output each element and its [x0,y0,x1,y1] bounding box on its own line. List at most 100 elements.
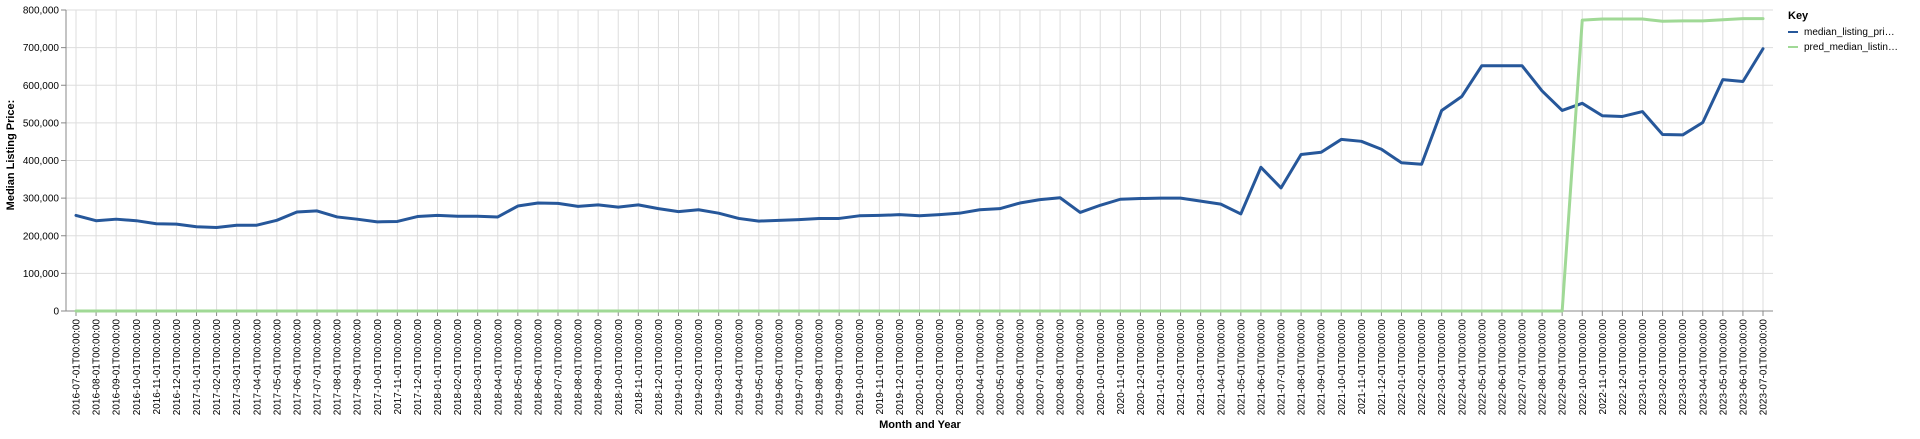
x-tick-label: 2023-04-01T00:00:00 [1698,319,1709,416]
x-tick-label: 2021-01-01T00:00:00 [1156,319,1167,416]
x-tick-label: 2021-09-01T00:00:00 [1317,319,1328,416]
x-tick-label: 2020-01-01T00:00:00 [915,319,926,416]
gridlines [66,9,1773,312]
x-tick-label: 2022-04-01T00:00:00 [1457,319,1468,416]
x-tick-label: 2019-01-01T00:00:00 [674,319,685,416]
series-lines [74,17,1765,313]
x-tick-label: 2016-10-01T00:00:00 [132,319,143,416]
x-tick-label: 2020-04-01T00:00:00 [975,319,986,416]
x-tick-label: 2022-07-01T00:00:00 [1518,319,1529,416]
x-tick-label: 2023-06-01T00:00:00 [1738,319,1749,416]
x-tick-label: 2022-01-01T00:00:00 [1397,319,1408,416]
legend-title: Key [1788,10,1809,22]
x-tick-label: 2020-12-01T00:00:00 [1136,319,1147,416]
x-tick-label: 2022-10-01T00:00:00 [1578,319,1589,416]
x-tick-label: 2022-02-01T00:00:00 [1417,319,1428,416]
x-tick-label: 2016-07-01T00:00:00 [72,319,83,416]
x-tick-label: 2016-09-01T00:00:00 [112,319,123,416]
x-tick-label: 2019-09-01T00:00:00 [835,319,846,416]
x-tick-label: 2022-11-01T00:00:00 [1598,319,1609,415]
series-line-1 [74,47,1765,229]
x-tick-label: 2019-04-01T00:00:00 [734,319,745,416]
x-tick-label: 2023-02-01T00:00:00 [1658,319,1669,416]
x-tick-label: 2019-11-01T00:00:00 [875,319,886,415]
x-tick-label: 2018-01-01T00:00:00 [433,319,444,416]
x-tick-label: 2023-07-01T00:00:00 [1759,319,1770,416]
x-tick-label: 2018-08-01T00:00:00 [574,319,585,416]
y-tick-label: 600,000 [23,81,60,92]
x-tick-label: 2018-03-01T00:00:00 [473,319,484,416]
x-tick-label: 2017-09-01T00:00:00 [353,319,364,416]
x-tick-label: 2018-06-01T00:00:00 [533,319,544,416]
x-tick-label: 2022-09-01T00:00:00 [1558,319,1569,416]
x-tick-label: 2021-06-01T00:00:00 [1256,319,1267,416]
legend-label: median_listing_pri… [1804,27,1895,38]
x-tick-label: 2017-02-01T00:00:00 [212,319,223,416]
x-tick-label: 2023-05-01T00:00:00 [1718,319,1729,416]
x-tick-label: 2020-11-01T00:00:00 [1116,319,1127,415]
x-tick-label: 2020-05-01T00:00:00 [995,319,1006,416]
x-tick-label: 2018-05-01T00:00:00 [513,319,524,416]
x-tick-label: 2019-10-01T00:00:00 [855,319,866,416]
y-tick-label: 200,000 [23,231,60,242]
x-tick-label: 2017-04-01T00:00:00 [252,319,263,416]
legend-label: pred_median_listin… [1804,42,1898,53]
x-tick-label: 2018-04-01T00:00:00 [493,319,504,416]
x-tick-label: 2021-02-01T00:00:00 [1176,319,1187,416]
x-tick-label: 2018-07-01T00:00:00 [554,319,565,416]
x-tick-label: 2022-06-01T00:00:00 [1497,319,1508,416]
x-tick-label: 2021-11-01T00:00:00 [1357,319,1368,415]
x-tick-label: 2018-09-01T00:00:00 [594,319,605,416]
x-tick-label: 2018-02-01T00:00:00 [453,319,464,416]
x-tick-label: 2020-06-01T00:00:00 [1015,319,1026,416]
x-tick-label: 2020-08-01T00:00:00 [1056,319,1067,416]
x-tick-label: 2019-02-01T00:00:00 [694,319,705,416]
series-line-2 [74,17,1765,313]
x-tick-label: 2022-12-01T00:00:00 [1618,319,1629,416]
x-axis-title: Month and Year [879,419,961,431]
x-tick-label: 2023-01-01T00:00:00 [1638,319,1649,416]
x-tick-label: 2021-04-01T00:00:00 [1216,319,1227,416]
x-tick-label: 2021-03-01T00:00:00 [1196,319,1207,416]
x-tick-label: 2017-10-01T00:00:00 [373,319,384,416]
x-tick-label: 2021-12-01T00:00:00 [1377,319,1388,416]
legend: Key median_listing_pri… pred_median_listin… [1788,10,1898,53]
y-tick-label: 800,000 [23,6,60,17]
y-tick-label: 300,000 [23,194,60,205]
x-tick-label: 2022-08-01T00:00:00 [1538,319,1549,416]
x-tick-label: 2021-08-01T00:00:00 [1297,319,1308,416]
x-tick-label: 2019-05-01T00:00:00 [754,319,765,416]
x-tick-label: 2020-07-01T00:00:00 [1036,319,1047,416]
y-axis-title: Median Listing Price: [5,100,17,211]
x-tick-label: 2016-12-01T00:00:00 [172,319,183,416]
x-tick-label: 2018-12-01T00:00:00 [654,319,665,416]
x-tick-label: 2021-05-01T00:00:00 [1236,319,1247,416]
x-tick-label: 2017-06-01T00:00:00 [292,319,303,416]
x-tick-label: 2019-06-01T00:00:00 [774,319,785,416]
x-tick-label: 2021-07-01T00:00:00 [1277,319,1288,416]
y-tick-label: 500,000 [23,118,60,129]
x-tick-label: 2019-07-01T00:00:00 [795,319,806,416]
x-tick-label: 2019-03-01T00:00:00 [714,319,725,416]
x-tick-label: 2022-05-01T00:00:00 [1477,319,1488,416]
x-tick-label: 2018-11-01T00:00:00 [634,319,645,415]
x-tick-label: 2016-08-01T00:00:00 [92,319,103,416]
y-tick-label: 400,000 [23,156,60,167]
x-tick-label: 2017-05-01T00:00:00 [272,319,283,416]
y-tick-label: 700,000 [23,43,60,54]
x-tick-label: 2017-11-01T00:00:00 [393,319,404,415]
x-tick-label: 2017-03-01T00:00:00 [232,319,243,416]
x-tick-label: 2020-02-01T00:00:00 [935,319,946,416]
x-tick-label: 2019-12-01T00:00:00 [895,319,906,416]
y-tick-label: 100,000 [23,269,60,280]
x-tick-label: 2017-08-01T00:00:00 [333,319,344,416]
x-tick-label: 2017-01-01T00:00:00 [192,319,203,416]
x-tick-label: 2018-10-01T00:00:00 [614,319,625,416]
x-tick-label: 2016-11-01T00:00:00 [152,319,163,415]
x-tick-label: 2022-03-01T00:00:00 [1437,319,1448,416]
x-tick-label: 2017-07-01T00:00:00 [313,319,324,416]
x-tick-label: 2023-03-01T00:00:00 [1678,319,1689,416]
x-tick-label: 2020-10-01T00:00:00 [1096,319,1107,416]
